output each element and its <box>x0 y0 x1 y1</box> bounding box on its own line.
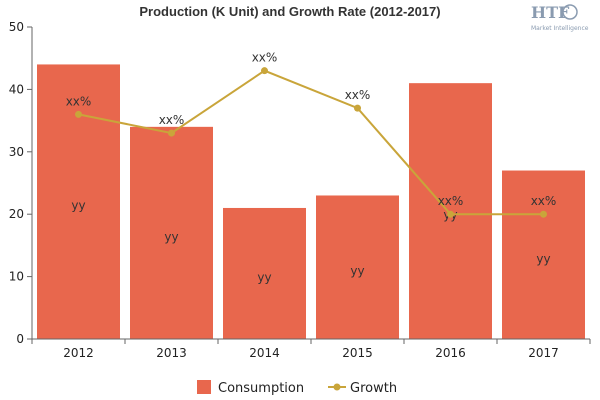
bar-data-label: yy <box>536 252 550 266</box>
legend-label-consumption: Consumption <box>218 381 304 396</box>
x-tick-label: 2017 <box>528 346 559 360</box>
line-data-labels: xx% xx% xx% xx% xx% xx% <box>66 51 557 209</box>
y-tick-label: 0 <box>16 332 24 346</box>
logo-text: HTF <box>531 3 570 22</box>
bar <box>223 207 306 339</box>
legend-marker-growth <box>333 383 341 391</box>
growth-point <box>75 110 82 118</box>
x-tick-label: 2015 <box>342 346 373 360</box>
y-tick-label: 10 <box>9 270 24 284</box>
growth-point <box>447 210 454 218</box>
x-axis: 2012 2013 2014 2015 2016 2017 <box>31 338 591 360</box>
y-axis: 0 10 20 30 40 50 <box>9 20 33 346</box>
line-data-label: xx% <box>345 88 371 102</box>
growth-point <box>354 104 361 112</box>
bar <box>502 170 585 339</box>
y-tick-label: 40 <box>9 82 24 96</box>
bar <box>130 126 213 339</box>
y-tick-label: 30 <box>9 145 24 159</box>
growth-line <box>78 69 544 216</box>
growth-point <box>261 67 268 75</box>
bar <box>316 195 399 339</box>
chart-title: Production (K Unit) and Growth Rate (201… <box>139 4 440 19</box>
bar-data-label: yy <box>71 199 85 213</box>
x-tick-label: 2016 <box>435 346 466 360</box>
x-tick-label: 2014 <box>249 346 280 360</box>
legend: Consumption Growth <box>197 380 397 396</box>
growth-point <box>540 210 547 218</box>
line-data-label: xx% <box>531 194 557 208</box>
globe-icon <box>562 4 578 20</box>
x-tick-label: 2012 <box>63 346 94 360</box>
y-tick-label: 20 <box>9 207 24 221</box>
bar <box>37 64 120 339</box>
logo-subtext: Market Intelligence <box>531 25 589 32</box>
line-series <box>75 67 547 218</box>
bar-data-label: yy <box>350 264 364 278</box>
growth-point <box>168 129 175 137</box>
line-data-label: xx% <box>66 94 92 108</box>
line-data-label: xx% <box>438 194 464 208</box>
x-tick-label: 2013 <box>156 346 187 360</box>
y-tick-label: 50 <box>9 20 24 34</box>
bar-series <box>37 64 585 339</box>
line-data-label: xx% <box>252 51 278 65</box>
logo: HTF Market Intelligence <box>531 3 589 32</box>
legend-swatch-consumption <box>197 380 211 394</box>
legend-label-growth: Growth <box>350 381 397 396</box>
bar-data-label: yy <box>257 270 271 284</box>
bar-data-label: yy <box>164 230 178 244</box>
line-data-label: xx% <box>159 113 185 127</box>
